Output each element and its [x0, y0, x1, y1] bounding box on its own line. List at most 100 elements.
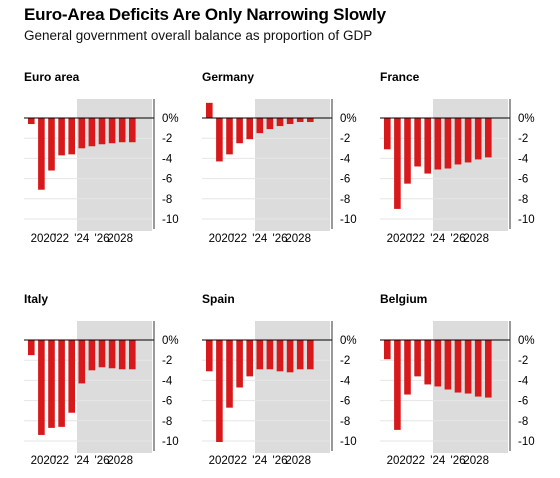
- panel-0-xtick-label: 2028: [107, 233, 133, 245]
- chart-subtitle: General government overall balance as pr…: [24, 28, 373, 43]
- panel-4-bar: [246, 340, 253, 377]
- panel-4-xtick-label: '24: [252, 455, 268, 467]
- panel-0-xtick-label: 2020: [31, 233, 57, 245]
- panel-4-xtick-label: '22: [232, 455, 247, 467]
- panel-2-xtick-label: '26: [451, 233, 466, 245]
- panel-4-bar: [276, 340, 284, 372]
- panel-1-bar: [206, 102, 213, 118]
- panel-0-bar: [58, 118, 65, 156]
- panel-4-bar: [286, 340, 294, 373]
- panel-0-ytick-label: -6: [162, 174, 172, 186]
- panel-3-ytick-label: -8: [162, 416, 172, 428]
- panel-4-xtick-label: 2020: [209, 455, 235, 467]
- panel-4-ytick-label: 0%: [340, 335, 357, 347]
- panel-4-bar: [256, 340, 264, 370]
- panel-1-bar: [246, 118, 253, 140]
- panel-0-title: Euro area: [24, 70, 80, 84]
- panel-2-bar: [454, 118, 462, 165]
- panel-4-title: Spain: [202, 292, 235, 306]
- panel-2-bar: [485, 118, 492, 158]
- panel-3-xtick-label: '24: [74, 455, 90, 467]
- panel-1-bar: [307, 118, 314, 123]
- panel-3-bar: [98, 340, 106, 368]
- panel-2-bar: [404, 118, 411, 184]
- panel-5-ytick-label: 0%: [518, 335, 535, 347]
- panel-3-bar: [38, 340, 45, 435]
- panel-1-title: Germany: [202, 70, 254, 84]
- panel-3-bar: [28, 340, 35, 356]
- panel-1-bar: [256, 118, 264, 134]
- panel-3-bar: [78, 340, 86, 384]
- panel-2-ytick-label: 0%: [518, 113, 535, 125]
- panel-5-bar: [404, 340, 411, 395]
- panel-2-ytick-label: -4: [518, 153, 529, 165]
- panel-1-bar: [276, 118, 284, 127]
- panel-5-ytick-label: -8: [518, 416, 528, 428]
- panel-1-ytick-label: -4: [340, 153, 351, 165]
- panel-0-xtick-label: '24: [74, 233, 90, 245]
- panel-0-ytick-label: -2: [162, 133, 172, 145]
- panel-5-xtick-label: 2020: [387, 455, 413, 467]
- panel-5-ytick-label: -6: [518, 396, 528, 408]
- panel-3-bar: [88, 340, 96, 371]
- panel-5-ytick-label: -10: [518, 436, 535, 448]
- panel-3-ytick-label: -10: [162, 436, 179, 448]
- panel-0-ytick-label: 0%: [162, 113, 179, 125]
- panel-3-xtick-label: '22: [54, 455, 69, 467]
- panel-4-bar: [206, 340, 213, 372]
- panel-0-bar: [78, 118, 86, 149]
- panel-1-ytick-label: -2: [340, 133, 350, 145]
- panel-2-xtick-label: 2020: [387, 233, 413, 245]
- panel-1-bar: [216, 118, 223, 162]
- panel-1-xtick-label: 2028: [285, 233, 311, 245]
- panel-0-xtick-label: '26: [95, 233, 110, 245]
- panel-5-bar: [414, 340, 421, 377]
- panel-2-xtick-label: '24: [430, 233, 446, 245]
- panel-1-xtick-label: '22: [232, 233, 247, 245]
- panel-5-bar: [434, 340, 442, 387]
- panel-3-bar: [58, 340, 65, 427]
- panel-2-bar: [414, 118, 421, 167]
- panel-2-bar: [424, 118, 431, 174]
- panel-0-ytick-label: -8: [162, 194, 172, 206]
- panel-0-bar: [28, 118, 35, 125]
- panel-3-ytick-label: -2: [162, 355, 172, 367]
- panel-3-title: Italy: [24, 292, 48, 306]
- panel-0-ytick-label: -4: [162, 153, 173, 165]
- panel-1-ytick-label: -8: [340, 194, 350, 206]
- panel-4-bar: [216, 340, 223, 443]
- panel-4-bar: [296, 340, 304, 370]
- panel-2-bar: [394, 118, 401, 209]
- panel-0-bar: [48, 118, 55, 171]
- panel-5-xtick-label: '22: [410, 455, 425, 467]
- panel-5-xtick-label: '26: [451, 455, 466, 467]
- panel-5-xtick-label: 2028: [463, 455, 489, 467]
- panel-4-bar: [307, 340, 314, 370]
- panel-3-xtick-label: '26: [95, 455, 110, 467]
- panel-1-bar: [286, 118, 294, 125]
- panel-3-bar: [108, 340, 116, 369]
- panel-5-bar: [424, 340, 431, 385]
- panel-4-ytick-label: -6: [340, 396, 350, 408]
- panel-3-bar: [48, 340, 55, 428]
- panel-0-ytick-label: -10: [162, 214, 179, 226]
- panel-3-bar: [129, 340, 136, 370]
- panel-4-ytick-label: -10: [340, 436, 357, 448]
- panel-5-bar: [464, 340, 472, 394]
- panel-2-bar: [464, 118, 472, 163]
- panel-5-bar: [485, 340, 492, 398]
- panel-2-ytick-label: -10: [518, 214, 535, 226]
- panel-4-xtick-label: 2028: [285, 455, 311, 467]
- panel-2-bar: [474, 118, 482, 160]
- panel-2-xtick-label: 2028: [463, 233, 489, 245]
- panel-5-xtick-label: '24: [430, 455, 446, 467]
- panel-5-title: Belgium: [380, 292, 427, 306]
- panel-4-bar: [226, 340, 233, 408]
- panel-3-ytick-label: -6: [162, 396, 172, 408]
- panel-5-bar: [474, 340, 482, 397]
- panel-0-bar: [108, 118, 116, 144]
- panel-2-bar: [434, 118, 442, 170]
- panel-1-ytick-label: -10: [340, 214, 357, 226]
- panel-0-bar: [88, 118, 96, 147]
